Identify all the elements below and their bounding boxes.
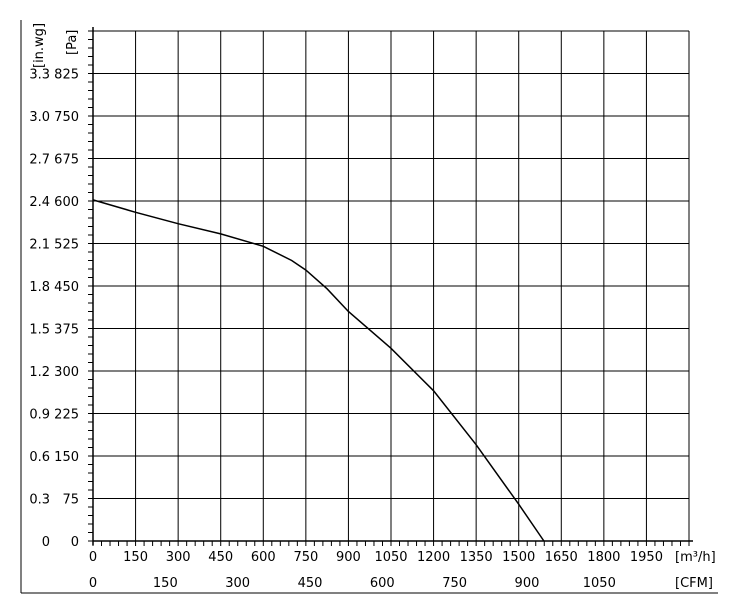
- y-secondary-tick-label: 1.5: [29, 323, 50, 338]
- x-primary-unit-label: [m³/h]: [675, 550, 716, 565]
- y-secondary-tick-label: 0.9: [29, 408, 50, 423]
- y-primary-tick-label: 525: [54, 238, 79, 253]
- y-primary-unit-label: [Pa]: [65, 30, 80, 55]
- y-primary-tick-label: 75: [62, 493, 79, 508]
- fan-curve-line: [92, 199, 545, 542]
- y-primary-tick-label: 300: [54, 365, 79, 380]
- y-primary-tick-label: 150: [54, 450, 79, 465]
- x-primary-tick-label: 1950: [630, 550, 663, 565]
- x-secondary-tick-label: 150: [153, 576, 178, 591]
- y-secondary-tick-label: 0.6: [29, 450, 50, 465]
- tick-labels: 0 150 300 450 600 750 900 1050 1200 1350 1500 1650 1…: [29, 68, 663, 592]
- x-secondary-tick-label: 0: [89, 576, 97, 591]
- grid: [93, 30, 690, 541]
- x-primary-tick-label: 450: [208, 550, 233, 565]
- y-secondary-tick-label: 2.4: [29, 195, 50, 210]
- y-primary-tick-label: 750: [54, 110, 79, 125]
- x-secondary-tick-label: 300: [225, 576, 250, 591]
- x-primary-tick-label: 300: [166, 550, 191, 565]
- x-primary-tick-label: 1500: [502, 550, 535, 565]
- y-secondary-tick-label: 0: [42, 535, 50, 550]
- y-primary-tick-label: 375: [54, 323, 79, 338]
- x-primary-tick-label: 0: [89, 550, 97, 565]
- x-primary-tick-label: 1200: [417, 550, 450, 565]
- y-primary-tick-label: 450: [54, 280, 79, 295]
- y-secondary-tick-label: 3.3: [29, 68, 50, 83]
- x-secondary-tick-label: 1050: [583, 576, 616, 591]
- x-secondary-tick-label: 750: [442, 576, 467, 591]
- minor-ticks: [88, 30, 690, 546]
- x-primary-tick-label: 1050: [374, 550, 407, 565]
- x-secondary-tick-label: 600: [370, 576, 395, 591]
- x-secondary-tick-label: 900: [515, 576, 540, 591]
- x-primary-tick-label: 1350: [460, 550, 493, 565]
- y-primary-tick-label: 225: [54, 408, 79, 423]
- y-secondary-tick-label: 3.0: [29, 110, 50, 125]
- x-primary-tick-label: 150: [123, 550, 148, 565]
- y-secondary-unit-label: [in.wg]: [32, 23, 47, 68]
- curve-layer: [92, 199, 545, 542]
- y-primary-tick-label: 825: [54, 68, 79, 83]
- x-primary-tick-label: 1650: [545, 550, 578, 565]
- x-primary-tick-label: 750: [293, 550, 318, 565]
- y-secondary-tick-label: 1.8: [29, 280, 50, 295]
- x-secondary-unit-label: [CFM]: [675, 576, 713, 591]
- y-secondary-tick-label: 2.7: [29, 153, 50, 168]
- x-primary-tick-label: 600: [251, 550, 276, 565]
- axes: [20, 20, 718, 594]
- x-primary-tick-label: 900: [336, 550, 361, 565]
- y-primary-tick-label: 600: [54, 195, 79, 210]
- x-secondary-tick-label: 450: [298, 576, 323, 591]
- y-secondary-tick-label: 2.1: [29, 238, 50, 253]
- y-primary-tick-label: 675: [54, 153, 79, 168]
- y-secondary-tick-label: 0.3: [29, 493, 50, 508]
- y-primary-tick-label: 0: [71, 535, 79, 550]
- y-secondary-tick-label: 1.2: [29, 365, 50, 380]
- x-primary-tick-label: 1800: [587, 550, 620, 565]
